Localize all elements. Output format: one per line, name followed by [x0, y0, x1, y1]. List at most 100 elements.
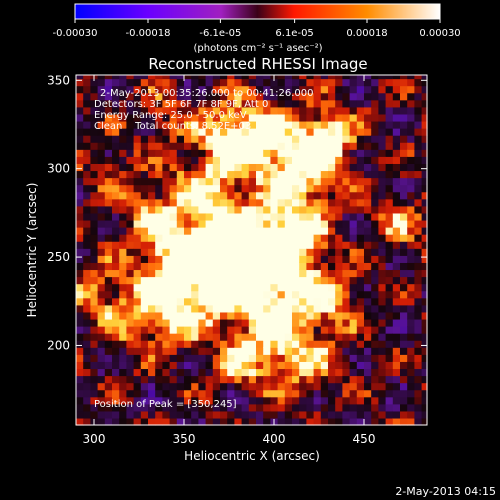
- heatmap-cell: [133, 340, 142, 348]
- heatmap-cell: [270, 276, 279, 285]
- heatmap-cell: [241, 170, 250, 179]
- heatmap-cell: [400, 276, 408, 285]
- heatmap-cell: [256, 212, 264, 221]
- heatmap-cell: [407, 241, 415, 249]
- heatmap-cell: [284, 389, 293, 398]
- heatmap-cell: [356, 219, 365, 228]
- heatmap-cell: [198, 297, 207, 306]
- heatmap-cell: [126, 113, 135, 122]
- heatmap-cell: [248, 241, 257, 249]
- heatmap-cell: [227, 149, 235, 157]
- heatmap-cell: [299, 184, 307, 193]
- heatmap-cell: [378, 135, 387, 143]
- heatmap-cell: [364, 184, 372, 193]
- heatmap-cell: [248, 85, 257, 94]
- heatmap-cell: [205, 382, 214, 391]
- heatmap-cell: [212, 255, 221, 263]
- heatmap-cell: [421, 156, 428, 164]
- heatmap-cell: [234, 361, 243, 370]
- heatmap-cell: [256, 234, 264, 242]
- heatmap-cell: [133, 120, 142, 129]
- colorbar-tick-label: -0.00030: [53, 28, 98, 39]
- heatmap-cell: [227, 113, 235, 122]
- heatmap-cell: [191, 212, 199, 221]
- heatmap-cell: [263, 92, 271, 101]
- heatmap-cell: [392, 92, 401, 101]
- heatmap-cell: [176, 255, 185, 263]
- heatmap-cell: [277, 283, 286, 292]
- heatmap-cell: [371, 417, 379, 426]
- heatmap-cell: [97, 368, 106, 377]
- heatmap-cell: [241, 382, 250, 391]
- heatmap-cell: [356, 234, 365, 242]
- heatmap-cell: [378, 368, 387, 377]
- heatmap-cell: [248, 403, 257, 412]
- heatmap-cell: [364, 75, 372, 80]
- heatmap-cell: [198, 368, 207, 377]
- heatmap-cell: [349, 417, 358, 426]
- heatmap-cell: [176, 396, 185, 405]
- heatmap-cell: [198, 255, 207, 263]
- heatmap-cell: [97, 120, 106, 129]
- heatmap-cell: [155, 417, 163, 426]
- heatmap-cell: [284, 212, 293, 221]
- heatmap-cell: [162, 75, 171, 80]
- heatmap-cell: [205, 361, 214, 370]
- heatmap-cell: [126, 297, 135, 306]
- y-tick-label: 200: [47, 338, 70, 352]
- heatmap-cell: [349, 347, 358, 355]
- heatmap-cell: [400, 283, 408, 292]
- heatmap-cell: [256, 311, 264, 320]
- heatmap-cell: [126, 304, 135, 313]
- heatmap-cell: [356, 205, 365, 214]
- heatmap-cell: [400, 361, 408, 370]
- heatmap-cell: [241, 269, 250, 278]
- heatmap-cell: [349, 304, 358, 313]
- heatmap-cell: [112, 99, 120, 108]
- heatmap-cell: [400, 318, 408, 327]
- heatmap-cell: [385, 191, 394, 200]
- heatmap-cell: [392, 205, 401, 214]
- heatmap-cell: [356, 311, 365, 320]
- heatmap-cell: [356, 149, 365, 157]
- heatmap-cell: [148, 361, 156, 370]
- heatmap-cell: [90, 177, 99, 186]
- heatmap-cell: [112, 170, 120, 179]
- heatmap-cell: [212, 262, 221, 271]
- heatmap-cell: [320, 234, 329, 242]
- heatmap-cell: [104, 361, 113, 370]
- heatmap-cell: [176, 375, 185, 384]
- heatmap-cell: [83, 99, 91, 108]
- heatmap-cell: [162, 255, 171, 263]
- heatmap-cell: [169, 396, 178, 405]
- heatmap-cell: [371, 212, 379, 221]
- heatmap-cell: [248, 326, 257, 334]
- heatmap-cell: [299, 85, 307, 94]
- heatmap-cell: [169, 340, 178, 348]
- heatmap-cell: [392, 269, 401, 278]
- heatmap-cell: [364, 106, 372, 115]
- heatmap-cell: [176, 99, 185, 108]
- heatmap-cell: [292, 163, 300, 172]
- heatmap-cell: [248, 198, 257, 207]
- heatmap-cell: [220, 354, 228, 362]
- heatmap-cell: [198, 85, 207, 94]
- heatmap-cell: [140, 389, 149, 398]
- heatmap-cell: [83, 255, 91, 263]
- heatmap-cell: [205, 113, 214, 122]
- heatmap-cell: [421, 92, 428, 101]
- heatmap-cell: [104, 135, 113, 143]
- heatmap-cell: [342, 75, 351, 80]
- heatmap-cell: [320, 403, 329, 412]
- heatmap-cell: [112, 318, 120, 327]
- heatmap-cell: [414, 78, 423, 87]
- heatmap-cell: [83, 311, 91, 320]
- x-axis: 300 350 400 450: [83, 75, 375, 446]
- heatmap-cell: [342, 170, 351, 179]
- heatmap-cell: [392, 149, 401, 157]
- heatmap-cell: [90, 92, 99, 101]
- heatmap-cell: [349, 219, 358, 228]
- heatmap-cell: [371, 191, 379, 200]
- heatmap-cell: [356, 382, 365, 391]
- heatmap-cell: [378, 297, 387, 306]
